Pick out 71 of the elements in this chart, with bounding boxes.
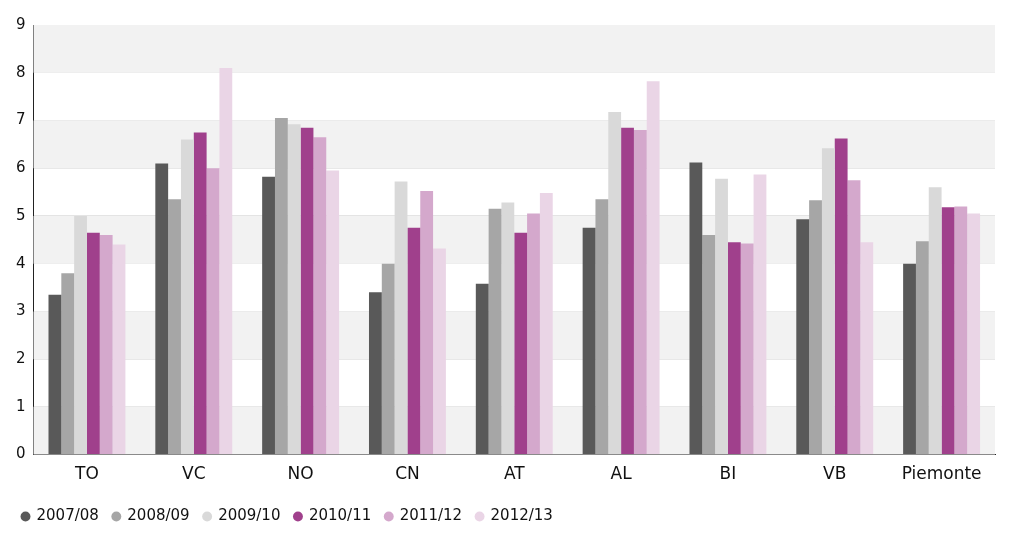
bar	[967, 213, 981, 455]
bar	[796, 219, 810, 455]
bar	[300, 127, 314, 455]
bar	[420, 191, 434, 455]
bar	[155, 163, 169, 455]
bar	[621, 127, 634, 455]
y-tick-label: 4	[16, 253, 26, 272]
bar	[112, 244, 126, 455]
legend-label: 2009/10	[218, 506, 281, 525]
bar	[847, 180, 861, 455]
y-tick-label: 3	[16, 301, 26, 320]
bar	[809, 200, 822, 455]
bar	[903, 263, 916, 455]
y-tick-label: 0	[16, 444, 26, 463]
bar	[539, 193, 553, 455]
x-tick-label: CN	[395, 463, 420, 484]
bar	[646, 81, 660, 455]
bar	[219, 67, 233, 455]
bar	[48, 294, 62, 455]
bar	[582, 227, 596, 455]
bar	[407, 227, 421, 455]
legend-label: 2011/12	[399, 506, 463, 525]
bar	[274, 118, 288, 455]
y-tick-label: 7	[16, 110, 26, 129]
x-tick-label: AL	[610, 463, 633, 484]
bar	[206, 168, 220, 455]
bar	[595, 199, 609, 455]
bar	[368, 292, 382, 455]
bar	[433, 248, 446, 455]
bar	[753, 174, 767, 455]
bar	[168, 199, 181, 455]
bar	[834, 138, 848, 455]
y-tick-label: 8	[16, 62, 26, 81]
bar	[527, 213, 540, 455]
legend-label: 2012/13	[490, 506, 553, 525]
bar	[740, 243, 754, 455]
bar	[689, 162, 703, 455]
bar	[86, 232, 100, 455]
legend-label: 2010/11	[308, 506, 372, 525]
bar	[475, 283, 489, 455]
bar	[313, 137, 327, 455]
y-tick-label: 2	[16, 349, 26, 368]
bar	[262, 176, 275, 455]
bar	[381, 263, 395, 455]
bar	[702, 235, 716, 455]
bar	[287, 124, 301, 455]
legend-label: 2008/09	[127, 506, 190, 525]
bar	[727, 242, 741, 455]
bar	[633, 130, 647, 455]
bar	[514, 232, 528, 455]
bar	[954, 206, 968, 455]
x-tick-label: VC	[182, 463, 206, 484]
bar	[326, 170, 340, 455]
bar	[488, 208, 502, 455]
x-tick-label: NO	[287, 463, 314, 484]
bar	[860, 242, 874, 455]
bar	[941, 207, 955, 455]
x-tick-label: AT	[503, 463, 526, 484]
bar	[99, 235, 113, 455]
x-tick-label: Piemonte	[901, 463, 982, 484]
legend-label: 2007/08	[36, 506, 99, 525]
x-tick-label: BI	[719, 463, 737, 484]
bar	[915, 241, 929, 455]
y-tick-label: 9	[16, 14, 26, 33]
y-tick-label: 5	[16, 205, 26, 224]
x-tick-label: TO	[74, 463, 99, 484]
y-tick-label: 1	[16, 396, 26, 415]
x-tick-label: VB	[823, 463, 847, 484]
y-tick-label: 6	[16, 158, 26, 177]
bar	[193, 132, 207, 455]
bar	[61, 273, 75, 455]
